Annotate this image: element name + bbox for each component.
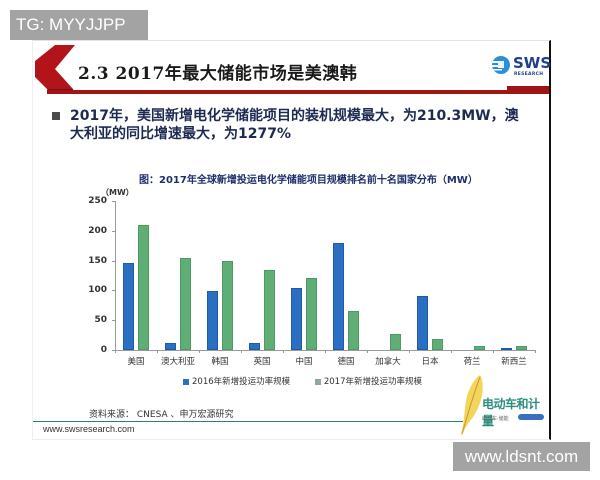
y-axis xyxy=(115,201,116,351)
page-title: 2.3 2017年最大储能市场是美澳韩 xyxy=(78,64,358,84)
watermark-top-left: TG: MYYJJPP xyxy=(10,10,148,40)
x-tick-label: 德国 xyxy=(337,357,355,367)
bar-2016 xyxy=(123,262,134,350)
source-note: 资料来源： CNESA 、申万宏源研究 xyxy=(89,410,234,420)
bar-2016 xyxy=(501,348,512,350)
watermark-bottom-right: www.ldsnt.com xyxy=(453,442,590,471)
brand-pill xyxy=(518,414,544,420)
x-tick-mark xyxy=(367,350,368,353)
slide: 2.3 2017年最大储能市场是美澳韩 SWS RESEARCH 2017年，美… xyxy=(32,40,551,440)
y-tick-label: 100 xyxy=(88,285,107,296)
bar-2017 xyxy=(390,333,401,350)
y-tick-label: 200 xyxy=(88,225,107,236)
bar-2017 xyxy=(180,257,191,350)
key-point-text: 2017年，美国新增电化学储能项目的装机规模最大，为210.3MW，澳大利亚的同… xyxy=(70,108,519,142)
sws-logo: SWS RESEARCH xyxy=(491,52,552,82)
bar-2017 xyxy=(516,346,527,350)
x-tick-label: 新西兰 xyxy=(501,357,527,367)
y-tick-mark xyxy=(112,290,115,292)
x-tick-mark xyxy=(535,350,536,353)
y-tick-mark xyxy=(112,230,115,232)
chart-legend: 2016年新增投运功率规模 2017年新增投运功率规模 xyxy=(183,375,444,387)
x-tick-mark xyxy=(283,350,284,353)
bar-2017 xyxy=(474,345,485,350)
x-tick-mark xyxy=(157,350,158,353)
bar-2017 xyxy=(348,310,359,350)
legend-item-2017: 2017年新增投运功率规模 xyxy=(314,375,422,387)
bar-2016 xyxy=(333,242,344,350)
y-axis-unit: （MW） xyxy=(101,188,134,197)
x-tick-label: 澳大利亚 xyxy=(160,357,195,367)
brand-badge: 电动车和计量 电动车·储能 xyxy=(456,373,546,439)
legend-swatch-icon xyxy=(314,378,321,385)
x-tick-label: 加拿大 xyxy=(375,357,401,367)
y-tick-mark xyxy=(112,350,115,351)
y-tick-mark xyxy=(112,320,115,322)
x-tick-mark xyxy=(241,350,242,353)
bar-2017 xyxy=(432,338,443,350)
bar-2016 xyxy=(417,296,428,350)
y-tick-mark xyxy=(112,260,115,262)
x-tick-mark xyxy=(493,350,494,353)
x-tick-label: 美国 xyxy=(127,357,145,367)
brand-name: 电动车和计量 xyxy=(482,397,540,428)
x-tick-label: 中国 xyxy=(295,357,313,367)
logo-name: SWS xyxy=(513,54,552,72)
legend-swatch-icon xyxy=(183,378,189,385)
x-tick-mark xyxy=(199,350,200,353)
sws-globe-icon xyxy=(491,56,510,74)
bar-2017 xyxy=(222,260,233,350)
y-tick-mark xyxy=(112,201,115,202)
feather-icon xyxy=(461,375,483,435)
y-tick-label: 250 xyxy=(88,196,107,206)
logo-sub: RESEARCH xyxy=(514,72,544,77)
x-tick-mark xyxy=(409,350,410,353)
footer-divider xyxy=(33,421,463,422)
bar-2017 xyxy=(264,270,275,350)
brand-sub: 电动车·储能 xyxy=(482,416,509,422)
y-tick-label: 50 xyxy=(94,315,107,326)
y-tick-label: 150 xyxy=(88,255,107,266)
bar-2016 xyxy=(291,288,302,350)
x-tick-label: 英国 xyxy=(253,357,271,367)
x-tick-label: 荷兰 xyxy=(463,357,481,367)
header-divider-accent xyxy=(507,86,549,94)
y-tick-label: 0 xyxy=(100,345,107,355)
footer-url: www.swsresearch.com xyxy=(43,424,135,434)
bar-2017 xyxy=(138,224,149,350)
bar-2016 xyxy=(249,342,260,350)
bar-2017 xyxy=(306,277,317,350)
x-tick-mark xyxy=(115,350,116,353)
legend-item-2016: 2016年新增投运功率规模 xyxy=(183,375,290,387)
x-tick-label: 日本 xyxy=(421,357,439,367)
key-point: 2017年，美国新增电化学储能项目的装机规模最大，为210.3MW，澳大利亚的同… xyxy=(52,107,532,143)
x-tick-mark xyxy=(451,350,452,353)
bar-chart: 0 50 100 150 200 250 美国 澳大利亚 韩国 英国 中国 德国 加拿大 日本 荷兰 新西兰 xyxy=(88,196,536,367)
bar-2016 xyxy=(207,291,218,350)
x-tick-label: 韩国 xyxy=(211,357,229,367)
bar-2016 xyxy=(165,343,176,350)
x-tick-mark xyxy=(325,350,326,353)
header-divider xyxy=(47,90,549,94)
chart-title: 图：2017年全球新增投运电化学储能项目规模排名前十名国家分布（MW） xyxy=(139,175,478,186)
bullet-square-icon xyxy=(52,112,60,120)
